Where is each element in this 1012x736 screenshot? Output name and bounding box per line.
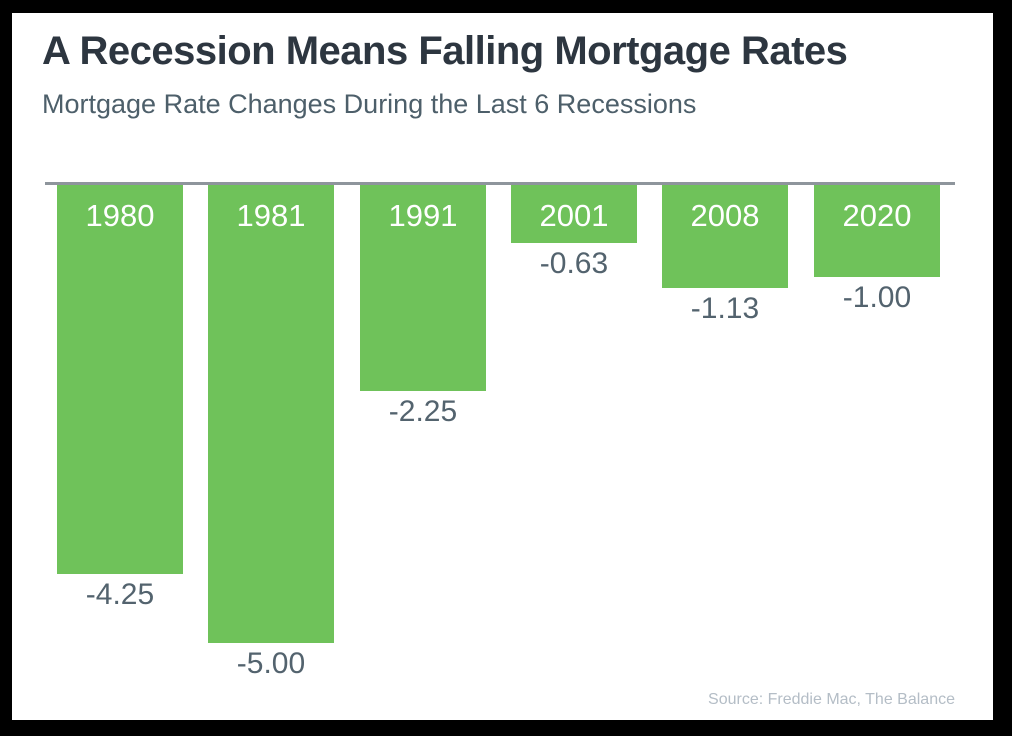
bar-value-label: -4.25: [85, 578, 155, 611]
bar-2008: 2008 -1.13: [662, 185, 788, 325]
chart-panel: A Recession Means Falling Mortgage Rates…: [12, 13, 993, 720]
bar-1981: 1981 -5.00: [208, 185, 334, 680]
bar-value-label: -5.00: [236, 647, 306, 680]
bar-chart-plot-area: 1980 -4.25 1981 -5.00 1991 -2.25 2001 -0.63 2008…: [57, 185, 965, 705]
bar-value-label: -0.63: [539, 247, 609, 280]
bar-2020: 2020 -1.00: [814, 185, 940, 314]
chart-subtitle: Mortgage Rate Changes During the Last 6 …: [42, 89, 697, 119]
bar-year-label: 1981: [236, 198, 306, 233]
bar-year-label: 2001: [539, 198, 609, 233]
bar-1991: 1991 -2.25: [360, 185, 486, 428]
bar-year-label: 1980: [85, 198, 155, 233]
bar-1980: 1980 -4.25: [57, 185, 183, 611]
bar-value-label: -1.13: [690, 292, 760, 325]
chart-title: A Recession Means Falling Mortgage Rates: [42, 29, 848, 73]
bar-2001: 2001 -0.63: [511, 185, 637, 280]
bar-year-label: 2008: [690, 198, 760, 233]
bar-year-label: 1991: [388, 198, 458, 233]
bar-value-label: -1.00: [842, 281, 912, 314]
source-attribution: Source: Freddie Mac, The Balance: [708, 691, 955, 708]
zero-baseline: [45, 182, 955, 185]
bar-year-label: 2020: [842, 198, 912, 233]
bar-value-label: -2.25: [388, 395, 458, 428]
